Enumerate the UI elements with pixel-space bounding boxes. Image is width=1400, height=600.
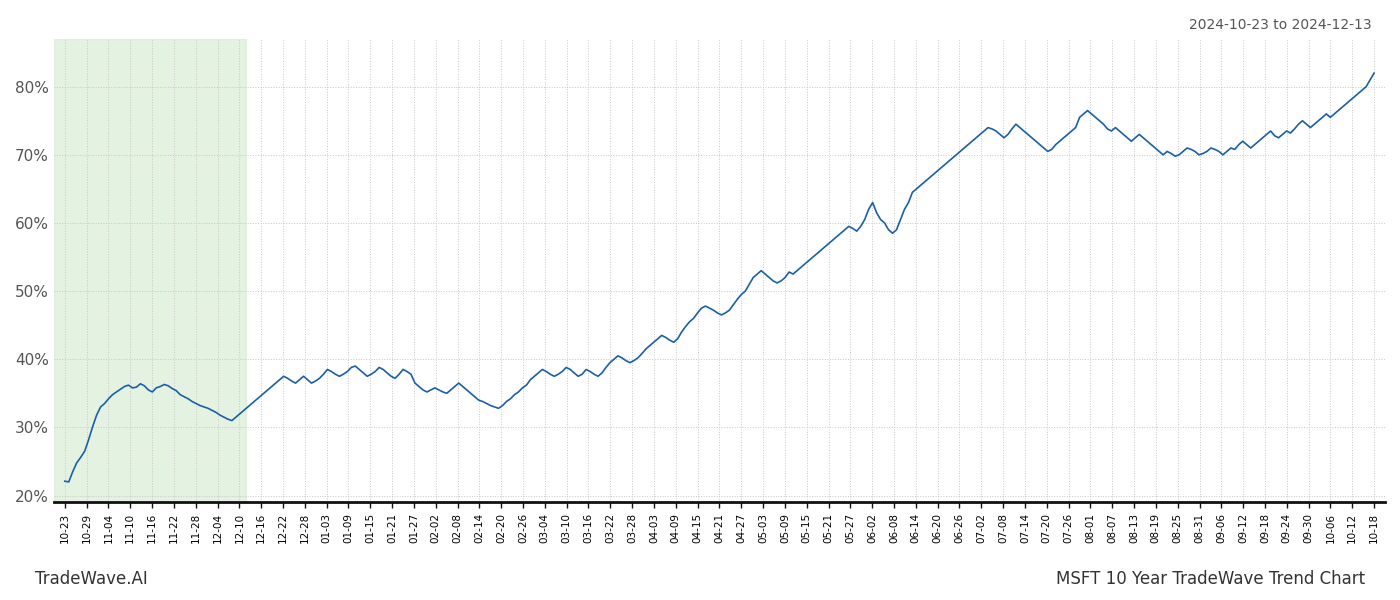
Text: 2024-10-23 to 2024-12-13: 2024-10-23 to 2024-12-13 [1190,18,1372,32]
Text: TradeWave.AI: TradeWave.AI [35,570,148,588]
Text: MSFT 10 Year TradeWave Trend Chart: MSFT 10 Year TradeWave Trend Chart [1056,570,1365,588]
Bar [53,39,246,502]
